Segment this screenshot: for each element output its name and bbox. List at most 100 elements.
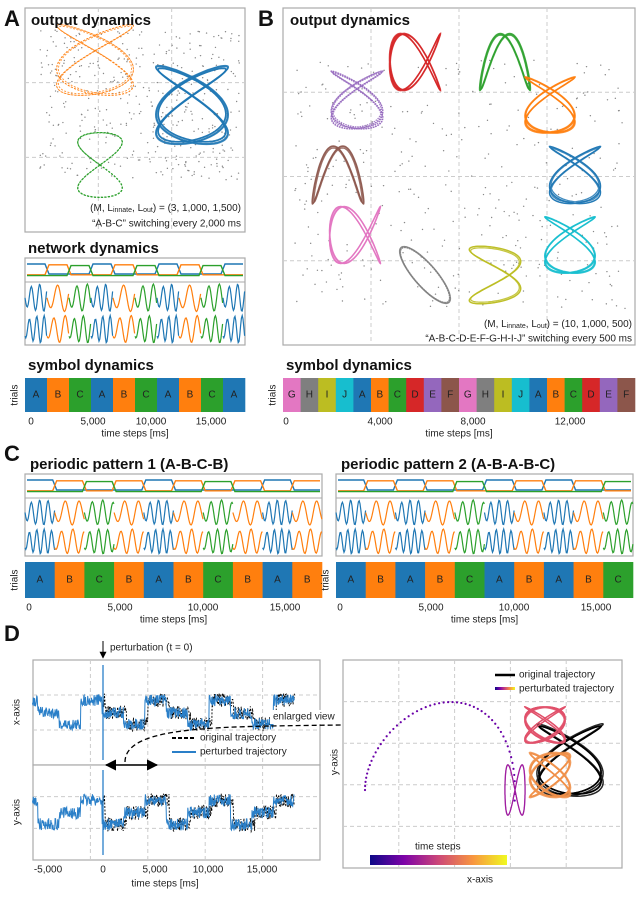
parameter-part: , L	[132, 203, 144, 214]
perturbed-trace	[32, 693, 295, 732]
symbol-label: C	[615, 575, 622, 586]
oscillation-trace	[394, 526, 426, 556]
trajectory-dot	[39, 49, 41, 51]
trajectory-dot	[611, 225, 613, 228]
symbol-title: symbol dynamics	[286, 357, 412, 374]
trajectory-dot	[234, 75, 236, 77]
trajectory-dot	[50, 142, 52, 144]
trajectory-dot	[222, 149, 224, 151]
trajectory-dot	[142, 54, 144, 56]
trajectory-dot	[203, 166, 206, 169]
trajectory-dot	[53, 84, 56, 87]
symbol-label: C	[214, 575, 221, 586]
symbol-label: A	[231, 390, 238, 401]
network-title: network dynamics	[28, 240, 159, 257]
trajectory-dot	[517, 240, 519, 242]
oscillation-trace	[143, 499, 174, 526]
trajectory-dot	[312, 157, 315, 159]
symbol-label: B	[126, 575, 133, 586]
trajectory-dot	[171, 115, 174, 117]
trajectory-dot	[612, 169, 615, 171]
trajectory-dot	[163, 123, 165, 126]
symbol-cell	[157, 378, 180, 412]
trajectory-dot	[57, 124, 59, 126]
trajectory-dot	[486, 119, 489, 122]
trajectory-dot	[537, 267, 539, 269]
oscillation-trace	[335, 499, 367, 526]
trajectory-dot	[75, 35, 77, 37]
trajectory-dot	[171, 44, 173, 47]
trajectory-dot	[190, 147, 192, 149]
trajectory-dot	[409, 138, 411, 140]
trajectory-dot	[588, 281, 590, 284]
trajectory-dot	[197, 128, 200, 130]
parameters: (M, Linnate, Lout) = (3, 1,000, 1,500)	[90, 203, 241, 214]
trajectory-dot	[347, 65, 349, 68]
x-axis-label: time steps [ms]	[425, 429, 492, 440]
oscillation-trace	[222, 313, 246, 345]
trajectory-dot	[379, 279, 382, 282]
trajectory-dot	[175, 158, 177, 161]
trajectory-dot	[39, 167, 41, 169]
trajectory-dot	[51, 63, 53, 66]
trajectory-dot	[309, 105, 311, 107]
trajectory-dot	[504, 82, 507, 84]
trajectory-dot	[311, 255, 313, 257]
trajectory	[544, 216, 596, 274]
oscillation-trace	[424, 500, 456, 526]
trajectory-dot	[64, 37, 66, 39]
oscillation-trace	[143, 526, 174, 556]
oscillation-trace	[54, 528, 85, 555]
symbol-label: B	[185, 575, 192, 586]
trajectory-dot	[457, 73, 460, 75]
trajectory-dot	[361, 110, 363, 112]
trajectory-dot	[126, 102, 129, 104]
trajectory-dot	[201, 118, 204, 120]
trajectory-dot	[450, 133, 453, 136]
oscillation-trace	[24, 526, 56, 556]
trajectory-dot	[180, 176, 182, 178]
oscillation-trace	[83, 527, 115, 555]
trajectory-dot	[497, 292, 499, 294]
trajectory-dot	[137, 159, 140, 161]
oscillation-trace	[54, 500, 85, 526]
symbol-cell	[336, 562, 366, 598]
symbol-label: B	[55, 390, 62, 401]
trajectory-dot	[501, 166, 503, 168]
trajectory-dot	[301, 115, 303, 118]
trajectory-dot	[208, 128, 210, 130]
trajectory-dot	[54, 68, 57, 70]
oscillation-trace	[178, 284, 202, 313]
trajectory-dot	[477, 214, 479, 216]
oscillation-trace	[602, 498, 634, 526]
trajectory-dot	[624, 307, 626, 310]
symbol-cell	[573, 562, 604, 598]
trajectory-dot	[349, 111, 351, 114]
trajectory-dot	[399, 721, 402, 724]
panel-label: C	[4, 441, 20, 466]
trajectory	[524, 76, 576, 134]
trajectory-dot	[478, 207, 480, 210]
trajectory-dot	[230, 147, 232, 149]
trajectory-dot	[408, 188, 410, 191]
trajectory-dot	[100, 167, 103, 169]
trajectory-dot	[464, 207, 466, 210]
symbol-cell	[388, 378, 407, 412]
symbol-label: C	[570, 390, 577, 401]
symbol-label: C	[466, 575, 473, 586]
trajectory-dot	[478, 125, 480, 128]
trajectory-dot	[321, 291, 323, 293]
symbol-cell	[423, 378, 442, 412]
trajectory-dot	[75, 70, 77, 73]
step-trace	[27, 480, 320, 492]
trajectory-dot	[186, 106, 188, 108]
symbol-label: H	[306, 390, 313, 401]
trajectory-dot	[431, 300, 434, 302]
symbol-cell	[617, 378, 636, 412]
trajectory-dot	[498, 199, 500, 201]
trajectory-dot	[490, 103, 492, 105]
trajectory-dot	[105, 88, 107, 90]
trajectory-dot	[56, 30, 58, 33]
trajectory-dot	[415, 141, 417, 143]
trajectory	[523, 706, 567, 744]
